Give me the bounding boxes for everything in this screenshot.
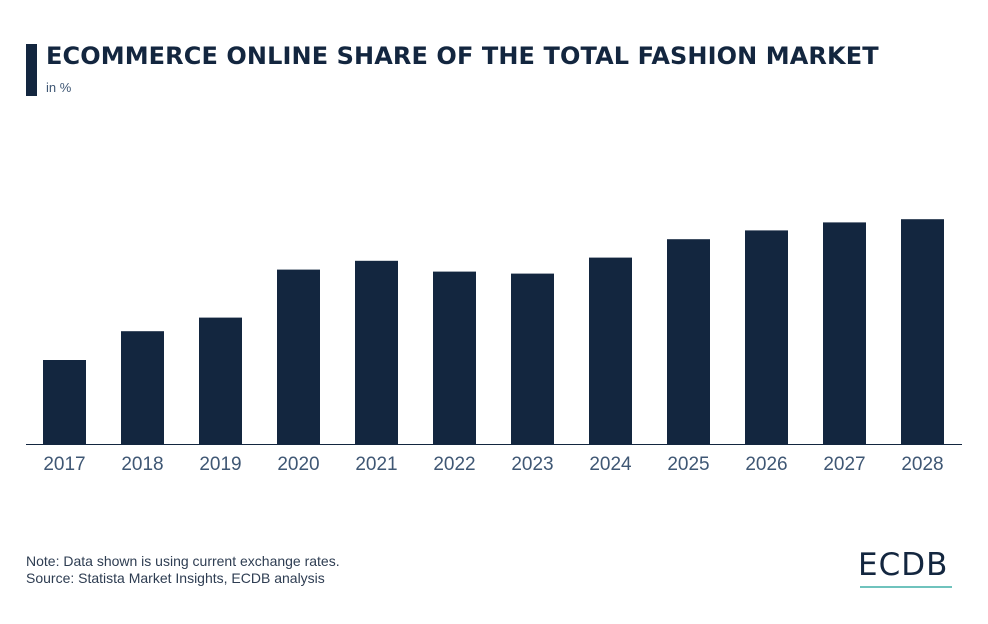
chart-title: ECOMMERCE ONLINE SHARE OF THE TOTAL FASH…	[46, 42, 879, 70]
bar-2023	[511, 273, 554, 444]
bar-2022	[433, 271, 476, 444]
x-tick-label: 2028	[901, 454, 943, 475]
ecdb-logo: ECDB	[858, 547, 949, 583]
chart-subtitle: in %	[46, 80, 72, 95]
bar-2021	[355, 260, 398, 444]
x-tick-label: 2021	[355, 454, 397, 475]
bar-2027	[823, 222, 866, 444]
bar-2026	[745, 230, 788, 444]
bar-2018	[121, 331, 164, 444]
footer-note: Note: Data shown is using current exchan…	[26, 553, 340, 569]
logo-underline	[860, 586, 952, 588]
bar-2017	[43, 360, 86, 444]
x-tick-label: 2019	[199, 454, 241, 475]
bar-2024	[589, 257, 632, 444]
x-tick-label: 2026	[745, 454, 787, 475]
x-tick-label: 2022	[433, 454, 475, 475]
footer-source: Source: Statista Market Insights, ECDB a…	[26, 570, 325, 586]
x-tick-label: 2024	[589, 454, 632, 475]
x-tick-label: 2020	[277, 454, 319, 475]
bar-2028	[901, 219, 944, 444]
footer-notes: Note: Data shown is using current exchan…	[26, 553, 340, 587]
x-tick-label: 2017	[43, 454, 85, 475]
bar-2019	[199, 317, 242, 444]
bar-2025	[667, 239, 710, 444]
x-tick-label: 2025	[667, 454, 709, 475]
bar-2020	[277, 269, 320, 444]
x-tick-label: 2023	[511, 454, 553, 475]
x-tick-label: 2027	[823, 454, 865, 475]
title-accent-bar	[26, 44, 37, 96]
x-tick-label: 2018	[121, 454, 163, 475]
